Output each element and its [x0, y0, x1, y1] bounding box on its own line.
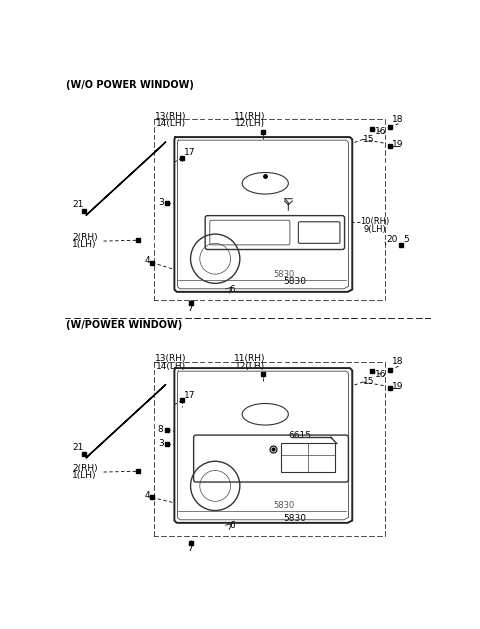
Text: 2(RH): 2(RH) [72, 233, 97, 242]
Text: 14(LH): 14(LH) [156, 120, 186, 128]
Text: 19: 19 [392, 140, 404, 148]
Text: 17: 17 [184, 148, 196, 157]
Text: 21: 21 [72, 443, 84, 452]
Text: 18: 18 [392, 357, 404, 367]
Text: (W/O POWER WINDOW): (W/O POWER WINDOW) [66, 80, 194, 90]
Text: 7: 7 [188, 543, 193, 553]
Text: 8: 8 [158, 425, 164, 434]
Text: 6: 6 [229, 521, 235, 530]
Text: 1(LH): 1(LH) [72, 471, 96, 481]
Text: 16: 16 [374, 370, 386, 379]
Text: 12(LH): 12(LH) [235, 362, 265, 371]
Text: 7: 7 [188, 304, 193, 313]
Polygon shape [86, 384, 166, 458]
Text: 20: 20 [386, 235, 397, 244]
Text: (W/POWER WINDOW): (W/POWER WINDOW) [66, 320, 182, 330]
Text: 12(LH): 12(LH) [235, 120, 265, 128]
Text: 14(LH): 14(LH) [156, 362, 186, 371]
Text: 6615: 6615 [288, 431, 312, 440]
Text: 6: 6 [229, 285, 235, 294]
Bar [281, 443, 335, 472]
Text: 21: 21 [72, 201, 84, 209]
Text: 17: 17 [184, 391, 196, 399]
Text: 9(LH): 9(LH) [364, 225, 386, 234]
Text: 5830: 5830 [274, 501, 295, 509]
Text: 5830: 5830 [283, 277, 306, 286]
Text: 11(RH): 11(RH) [234, 112, 265, 121]
Text: 5: 5 [403, 235, 409, 244]
Text: 16: 16 [374, 127, 386, 136]
Text: 11(RH): 11(RH) [234, 354, 265, 364]
Text: 19: 19 [392, 382, 404, 391]
Text: 4: 4 [144, 491, 150, 499]
Text: 3: 3 [158, 198, 164, 207]
Text: 5830: 5830 [283, 514, 306, 523]
Text: 15: 15 [363, 135, 374, 144]
Text: 13(RH): 13(RH) [155, 354, 186, 364]
Text: 10(RH): 10(RH) [360, 217, 389, 226]
Text: 1(LH): 1(LH) [72, 240, 96, 249]
Polygon shape [86, 142, 166, 216]
Text: 15: 15 [363, 377, 374, 386]
Text: 5830: 5830 [274, 270, 295, 279]
Text: 13(RH): 13(RH) [155, 112, 186, 121]
Text: 3: 3 [158, 439, 164, 448]
Text: 18: 18 [392, 115, 404, 124]
Text: 2(RH): 2(RH) [72, 464, 97, 472]
Text: 4: 4 [144, 256, 150, 265]
